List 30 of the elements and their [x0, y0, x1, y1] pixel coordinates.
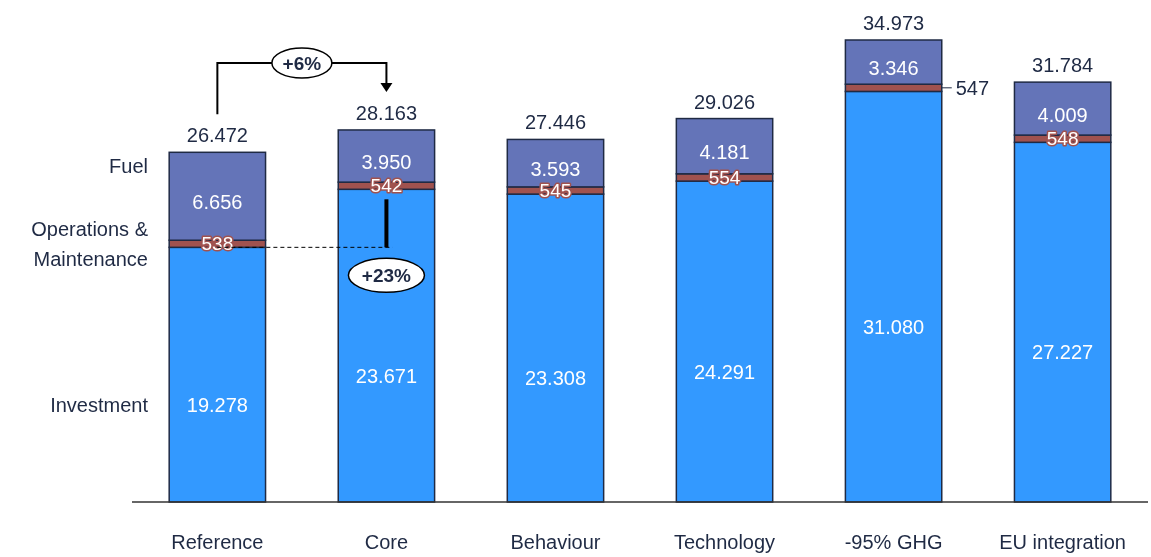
data-label: 3.593 — [530, 158, 581, 181]
series-label: Operations & Maintenance — [31, 217, 149, 270]
total-label: 31.784 — [1032, 54, 1094, 77]
x-tick-label: -95% GHG — [844, 531, 943, 553]
data-label: 6.656 — [192, 191, 243, 214]
data-label: 3.346 — [868, 57, 919, 80]
data-label: 547 — [955, 76, 990, 99]
x-tick-label: EU integration — [999, 531, 1126, 553]
data-label: 19.278 — [186, 393, 248, 416]
data-label: 24.291 — [693, 360, 756, 383]
total-label: 28.163 — [355, 101, 418, 124]
series-label: Fuel — [109, 155, 148, 178]
x-tick-label: Behaviour — [510, 531, 601, 553]
total-label: 26.472 — [186, 124, 248, 147]
data-label: 27.227 — [1032, 341, 1094, 364]
total-label: 27.446 — [524, 111, 587, 134]
annotation: +23% — [361, 264, 412, 286]
x-tick-label: Reference — [171, 531, 264, 553]
data-label: 4.181 — [699, 141, 750, 164]
total-label: 34.973 — [862, 12, 925, 34]
annotation: +6% — [282, 52, 322, 74]
x-tick-label: Technology — [673, 531, 776, 553]
series-label: Investment — [50, 393, 149, 416]
data-label: 23.308 — [524, 367, 587, 390]
data-label: 31.080 — [862, 315, 925, 338]
x-tick-label: Core — [364, 531, 409, 553]
total-label: 29.026 — [693, 90, 756, 113]
data-label: 4.009 — [1037, 103, 1088, 126]
data-label: 23.671 — [355, 364, 418, 387]
data-label: 3.950 — [361, 151, 412, 174]
